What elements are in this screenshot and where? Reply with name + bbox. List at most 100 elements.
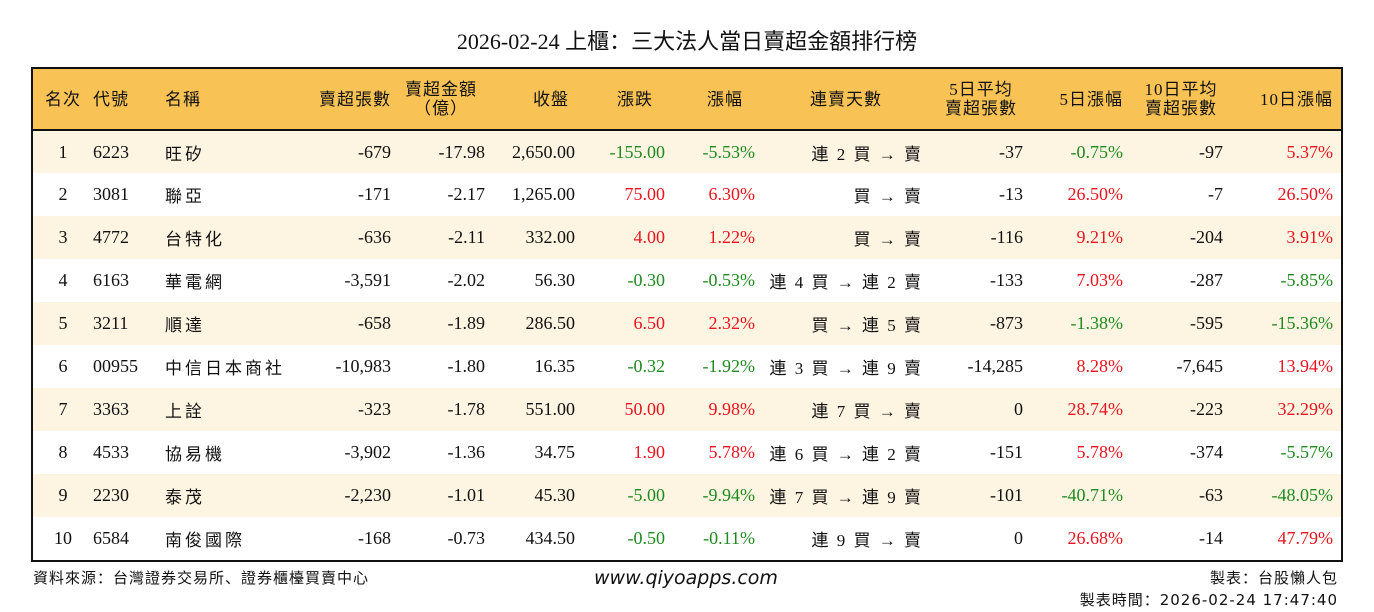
col-header-pct10: 10日漲幅: [1260, 89, 1333, 109]
cell-pct10: -5.85%: [1280, 270, 1334, 290]
cell-streak: 連 7 買 → 連 9 賣: [769, 488, 923, 507]
cell-net-sell-amount: -1.36: [447, 442, 486, 462]
cell-name: 旺矽: [165, 144, 205, 164]
cell-name: 順達: [165, 316, 205, 335]
cell-rank: 7: [58, 399, 68, 419]
cell-rank: 2: [58, 184, 68, 204]
cell-close: 56.30: [534, 270, 576, 290]
cell-net-sell-amount: -2.11: [448, 227, 485, 247]
col-header-net-sell-amount-line1: 賣超金額: [405, 80, 477, 99]
table-row[interactable]: 4 6163 華電網 -3,591 -2.02 56.30 -0.30 -0.53% 連 4 買…: [33, 259, 1341, 302]
cell-code: 3363: [93, 399, 129, 419]
cell-change: -155.00: [609, 141, 666, 162]
cell-pct5: 5.78%: [1076, 442, 1124, 462]
col-header-avg5: 5日平均 賣超張數: [931, 69, 1031, 130]
cell-net-sell-lots: -679: [358, 141, 391, 162]
cell-avg5-sell-lots: -14,285: [967, 356, 1024, 376]
cell-code: 00955: [93, 356, 138, 376]
cell-streak: 連 6 買 → 連 2 賣: [769, 445, 923, 464]
table-row[interactable]: 6 00955 中信日本商社 -10,983 -1.80 16.35 -0.32 -1.92%…: [33, 345, 1341, 388]
table-row[interactable]: 3 4772 台特化 -636 -2.11 332.00 4.00 1.22% 買 → 賣 -11…: [33, 216, 1341, 259]
page-title: 2026-02-24 上櫃：三大法人當日賣超金額排行榜: [456, 29, 918, 54]
cell-name: 中信日本商社: [165, 359, 285, 378]
website-link[interactable]: www.qiyoapps.com: [594, 567, 778, 589]
cell-avg10-sell-lots: -14: [1199, 528, 1223, 548]
generated-time: 製表時間：2026-02-24 17:47:40: [1079, 591, 1338, 609]
cell-avg10-sell-lots: -63: [1199, 485, 1223, 505]
cell-name: 華電網: [165, 273, 225, 292]
cell-pct10: 5.37%: [1286, 141, 1334, 162]
cell-net-sell-lots: -171: [358, 184, 391, 204]
cell-code: 6223: [93, 141, 129, 162]
cell-avg10-sell-lots: -204: [1190, 227, 1223, 247]
col-header-net-sell-amount: 賣超金額 （億）: [391, 69, 491, 130]
cell-rank: 1: [58, 141, 68, 162]
cell-rank: 3: [58, 227, 68, 247]
cell-net-sell-lots: -10,983: [335, 356, 392, 376]
cell-net-sell-lots: -3,902: [344, 442, 392, 462]
col-header-avg5-line2: 賣超張數: [945, 99, 1017, 118]
col-header-code: 代號: [93, 89, 129, 109]
cell-name: 南俊國際: [165, 531, 245, 550]
cell-net-sell-amount: -1.01: [447, 485, 486, 505]
cell-pct10: 47.79%: [1277, 528, 1334, 548]
cell-close: 332.00: [525, 227, 576, 247]
cell-name: 上詮: [165, 402, 205, 421]
cell-change-pct: -5.53%: [702, 141, 756, 162]
table-row[interactable]: 9 2230 泰茂 -2,230 -1.01 45.30 -5.00 -9.94% 連 7 買 …: [33, 474, 1341, 517]
cell-name: 聯亞: [165, 187, 205, 206]
table-header-row: 名次 代號 名稱 賣超張數 賣超金額 （億） 收盤 漲跌 漲幅 連賣天數 5日平…: [33, 69, 1341, 130]
cell-streak: 買 → 連 5 賣: [811, 316, 923, 335]
cell-change: 6.50: [633, 313, 666, 333]
col-header-avg10-line1: 10日平均: [1144, 80, 1218, 99]
cell-streak: 連 9 買 → 賣: [811, 531, 923, 550]
cell-net-sell-amount: -1.89: [447, 313, 486, 333]
cell-change: 4.00: [633, 227, 666, 247]
table-row[interactable]: 5 3211 順達 -658 -1.89 286.50 6.50 2.32% 買 → 連 5 賣…: [33, 302, 1341, 345]
cell-avg10-sell-lots: -223: [1190, 399, 1223, 419]
cell-rank: 9: [58, 485, 68, 505]
col-header-net-sell-lots: 賣超張數: [319, 89, 391, 109]
cell-streak: 連 2 買 → 賣: [811, 144, 923, 164]
table-row[interactable]: 1 6223 旺矽 -679 -17.98 2,650.00 -155.00 -5.53% 連 …: [33, 130, 1341, 173]
cell-streak: 買 → 賣: [853, 187, 923, 206]
cell-avg10-sell-lots: -97: [1199, 141, 1223, 162]
cell-net-sell-amount: -0.73: [447, 528, 486, 548]
cell-pct10: -48.05%: [1271, 485, 1334, 505]
table-row[interactable]: 7 3363 上詮 -323 -1.78 551.00 50.00 9.98% 連 7 買 → …: [33, 388, 1341, 431]
cell-change: -5.00: [627, 485, 666, 505]
col-header-avg5-line1: 5日平均: [949, 80, 1013, 99]
cell-change-pct: -0.53%: [702, 270, 756, 290]
col-header-net-sell-amount-line2: （億）: [414, 99, 468, 118]
table-row[interactable]: 8 4533 協易機 -3,902 -1.36 34.75 1.90 5.78% 連 6 買 →…: [33, 431, 1341, 474]
cell-avg10-sell-lots: -7: [1208, 184, 1223, 204]
cell-pct5: 7.03%: [1076, 270, 1124, 290]
cell-pct5: -0.75%: [1070, 141, 1124, 162]
col-header-streak: 連賣天數: [810, 89, 882, 109]
cell-avg5-sell-lots: -101: [990, 485, 1023, 505]
cell-change-pct: -1.92%: [702, 356, 756, 376]
cell-change: 50.00: [624, 399, 666, 419]
col-header-close: 收盤: [533, 89, 569, 109]
cell-change-pct: 2.32%: [708, 313, 756, 333]
ranking-table-container: 名次 代號 名稱 賣超張數 賣超金額 （億） 收盤 漲跌 漲幅 連賣天數 5日平…: [31, 67, 1343, 562]
col-header-avg10: 10日平均 賣超張數: [1131, 69, 1231, 130]
cell-net-sell-amount: -2.02: [447, 270, 486, 290]
table-row[interactable]: 2 3081 聯亞 -171 -2.17 1,265.00 75.00 6.30% 買 → 賣 -…: [33, 173, 1341, 216]
cell-code: 6163: [93, 270, 129, 290]
col-header-name: 名稱: [165, 89, 201, 109]
cell-pct10: 3.91%: [1286, 227, 1334, 247]
col-header-pct5: 5日漲幅: [1059, 89, 1123, 109]
col-header-rank: 名次: [45, 89, 81, 109]
cell-change-pct: 5.78%: [708, 442, 756, 462]
cell-rank: 8: [58, 442, 68, 462]
cell-net-sell-amount: -1.80: [447, 356, 486, 376]
table-row[interactable]: 10 6584 南俊國際 -168 -0.73 434.50 -0.50 -0.11% 連 9 …: [33, 517, 1341, 560]
cell-close: 16.35: [534, 356, 576, 376]
cell-net-sell-lots: -3,591: [344, 270, 392, 290]
cell-name: 泰茂: [165, 488, 205, 507]
cell-net-sell-lots: -323: [358, 399, 391, 419]
ranking-table: 名次 代號 名稱 賣超張數 賣超金額 （億） 收盤 漲跌 漲幅 連賣天數 5日平…: [33, 69, 1341, 560]
col-header-avg10-line2: 賣超張數: [1145, 99, 1217, 118]
cell-rank: 5: [58, 313, 68, 333]
